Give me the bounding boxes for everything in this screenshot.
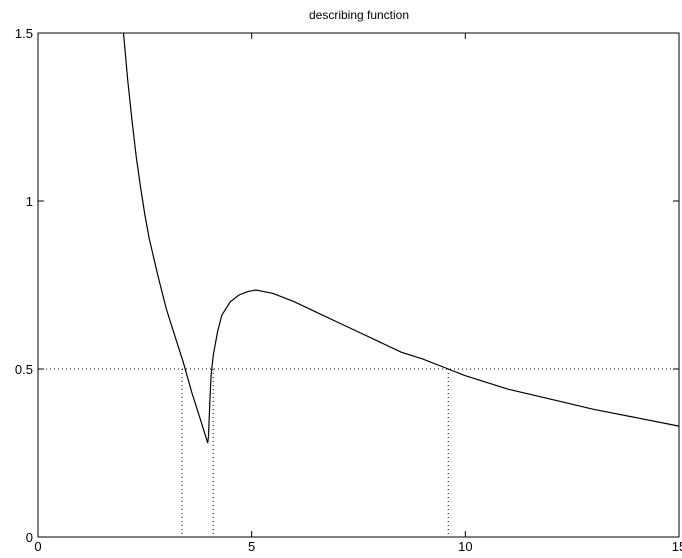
y-tick-label: 1.5 xyxy=(15,26,33,41)
chart-title: describing function xyxy=(309,8,409,22)
y-tick-label: 0 xyxy=(26,530,33,545)
series-line-0 xyxy=(122,32,680,444)
series-layer xyxy=(122,32,680,444)
x-tick-label: 15 xyxy=(672,539,682,554)
axis-ticks: 0 5 10 15 0 0.5 1 1.5 xyxy=(15,26,682,554)
x-tick-label: 0 xyxy=(34,539,41,554)
reference-lines xyxy=(38,368,679,537)
x-tick-label: 10 xyxy=(458,539,472,554)
plot-frame xyxy=(37,32,680,538)
y-tick-label: 1 xyxy=(26,194,33,209)
y-tick-label: 0.5 xyxy=(15,362,33,377)
x-tick-label: 5 xyxy=(248,539,255,554)
